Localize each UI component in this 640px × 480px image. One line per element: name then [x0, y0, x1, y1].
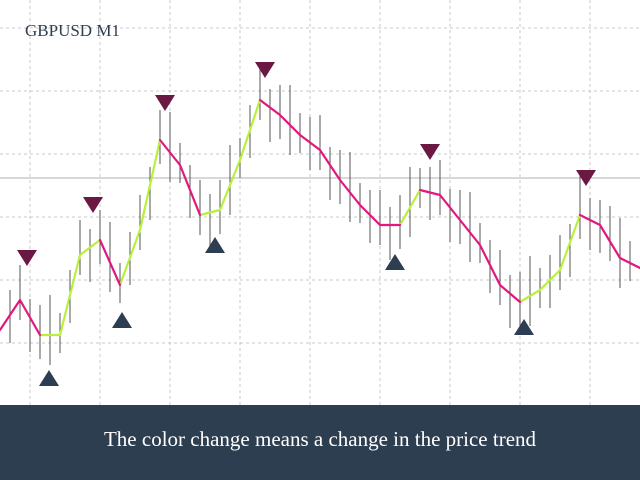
signal-arrow — [420, 144, 440, 160]
signal-arrow — [83, 197, 103, 213]
signal-arrow — [112, 312, 132, 328]
caption: The color change means a change in the p… — [104, 427, 537, 451]
trend-line — [118, 138, 162, 287]
caption-bar — [0, 405, 640, 480]
marks — [0, 62, 640, 386]
signal-arrow — [39, 370, 59, 386]
signal-arrow — [514, 319, 534, 335]
signal-arrow — [385, 254, 405, 270]
signal-arrow — [255, 62, 275, 78]
signal-arrow — [155, 95, 175, 111]
chart-title: GBPUSD M1 — [25, 21, 120, 40]
signal-arrow — [205, 237, 225, 253]
trend-line — [0, 98, 640, 337]
trend-line — [38, 98, 582, 337]
trend-line — [418, 188, 522, 304]
plot-background — [0, 0, 640, 405]
signal-arrow — [17, 250, 37, 266]
signal-arrow — [576, 170, 596, 186]
